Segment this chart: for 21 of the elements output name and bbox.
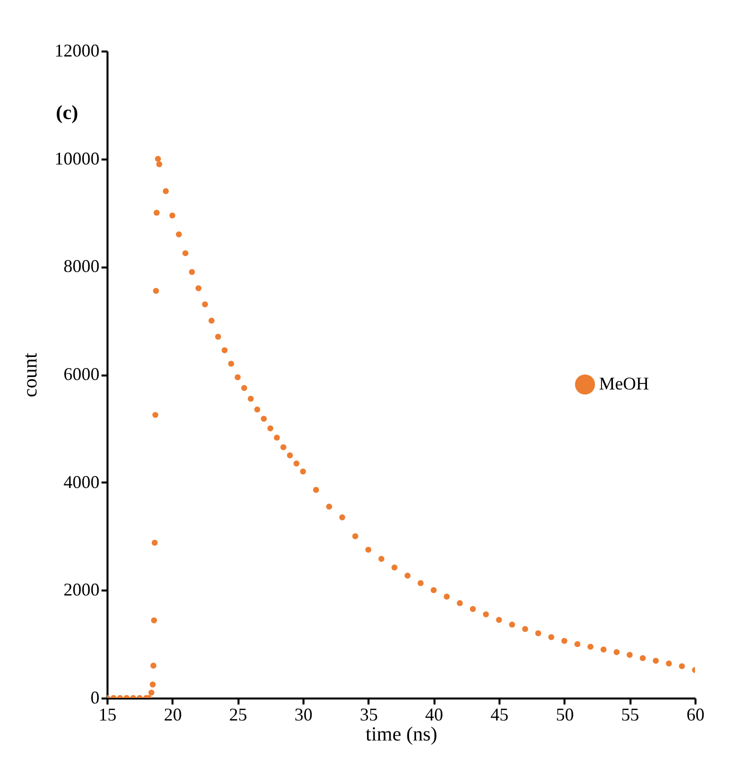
x-tick-label: 55 xyxy=(621,704,640,724)
x-axis-title: time (ns) xyxy=(366,724,438,746)
x-tick-label: 35 xyxy=(360,704,378,724)
legend-label: MeOH xyxy=(599,374,649,394)
x-tick-label: 60 xyxy=(686,704,704,724)
x-tick-label: 30 xyxy=(294,704,312,724)
y-tick-label: 6000 xyxy=(64,364,100,384)
y-tick-label: 2000 xyxy=(64,580,100,600)
x-tick-label: 20 xyxy=(164,704,182,724)
y-axis-title: count xyxy=(20,352,42,398)
x-tick-label: 40 xyxy=(425,704,444,724)
x-tick-label: 50 xyxy=(556,704,574,724)
y-tick-label: 0 xyxy=(90,688,100,708)
x-tick-label: 25 xyxy=(229,704,248,724)
x-tick-label: 15 xyxy=(98,704,116,724)
y-tick-label: 10000 xyxy=(54,148,100,168)
y-tick-label: 12000 xyxy=(54,40,100,60)
y-tick-label: 4000 xyxy=(64,472,100,492)
text: (c) xyxy=(56,102,78,124)
y-tick-label: 8000 xyxy=(64,256,100,276)
x-tick-label: 45 xyxy=(490,704,508,724)
